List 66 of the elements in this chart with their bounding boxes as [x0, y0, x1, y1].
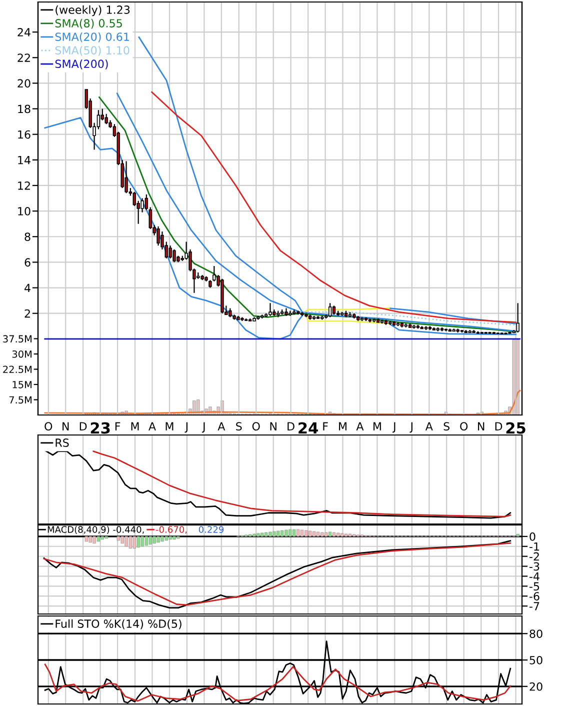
y-tick-label: 2 — [24, 309, 30, 318]
legend-label: SMA(20) 0.61 — [55, 32, 129, 42]
legend-label: RS — [56, 438, 69, 447]
y-tick-label: -6 — [529, 592, 540, 600]
x-tick-label: S — [444, 422, 450, 431]
y-tick-label: 18 — [18, 104, 30, 114]
y-tick-label: 22 — [18, 54, 30, 62]
y-tick-label: 20 — [530, 682, 542, 691]
x-tick-label: D — [288, 422, 294, 430]
y-tick-label: 10 — [18, 207, 30, 216]
x-tick-label: A — [218, 422, 226, 430]
series-label: 0.229 — [198, 526, 224, 533]
x-tick-label: S — [236, 422, 242, 431]
y-tick-label: -4 — [529, 572, 540, 580]
y2-tick-label: 30M — [12, 350, 32, 358]
x-tick-label: O — [44, 422, 52, 431]
x-tick-label: D — [495, 422, 502, 430]
x-tick-label: J — [184, 422, 188, 433]
x-tick-label: A — [425, 422, 433, 430]
x-tick-label: M — [374, 422, 381, 430]
y-tick-label: -2 — [529, 552, 539, 561]
x-tick-label: F — [323, 422, 328, 430]
y-tick-label: 50 — [530, 656, 542, 664]
y-tick-label: 24 — [18, 28, 30, 36]
y2-tick-label: 37.5M — [3, 335, 32, 343]
y2-tick-label: 7.5M — [9, 396, 32, 404]
y-tick-label: 20 — [18, 79, 30, 88]
y-tick-label: 80 — [530, 630, 542, 638]
y2-tick-label: 22.5M — [3, 366, 32, 374]
x-tick-label: M — [339, 422, 346, 430]
legend-label: SMA(200) — [55, 59, 108, 70]
y-tick-label: 0 — [530, 532, 536, 541]
x-tick-label: N — [62, 422, 69, 430]
x-tick-label: F — [115, 422, 120, 430]
y-tick-label: -5 — [529, 582, 540, 591]
x-tick-label: M — [131, 422, 139, 430]
x-tick-label: 25 — [506, 422, 526, 434]
chart-title: (weekly) 1.23 — [56, 5, 130, 16]
x-tick-label: J — [410, 422, 412, 433]
x-tick-label: 24 — [298, 422, 318, 434]
y-tick-label: -3 — [529, 562, 540, 571]
x-tick-label: N — [270, 422, 276, 430]
x-tick-label: D — [80, 422, 87, 430]
legend-label: Full STO %K(14) %D(5) — [56, 619, 182, 630]
legend-label: SMA(50) 1.10 — [55, 46, 130, 56]
x-tick-label: A — [356, 422, 364, 430]
x-tick-label: J — [202, 422, 205, 433]
y-tick-label: -7 — [529, 602, 540, 610]
x-tick-label: M — [166, 422, 174, 430]
y-tick-label: 6 — [24, 258, 30, 267]
y2-tick-label: 15M — [12, 381, 32, 388]
y-tick-label: 12 — [18, 181, 30, 190]
y-tick-label: 4 — [24, 284, 30, 292]
x-tick-label: J — [392, 422, 396, 433]
x-tick-label: A — [148, 422, 156, 430]
x-tick-label: O — [252, 422, 260, 431]
y-tick-label: 14 — [18, 156, 30, 164]
y-tick-label: -1 — [529, 542, 539, 551]
legend-label: -0.670, — [156, 526, 187, 534]
y-tick-label: 8 — [24, 232, 30, 242]
legend-label: SMA(8) 0.55 — [55, 18, 122, 29]
x-tick-label: N — [478, 422, 484, 430]
y-tick-label: 16 — [18, 130, 30, 139]
x-tick-label: O — [460, 422, 468, 431]
x-tick-label: 23 — [90, 422, 110, 434]
legend-label: MACD(8,40,9) -0.440, — [48, 526, 144, 534]
